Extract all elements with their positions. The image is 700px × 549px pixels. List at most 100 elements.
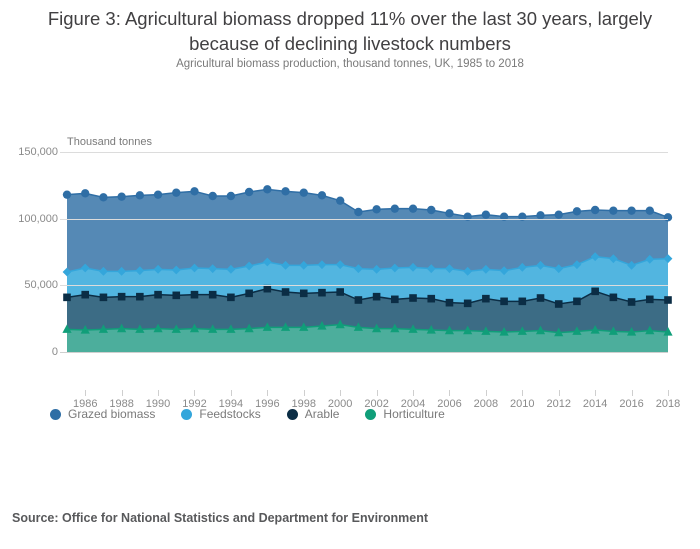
legend-swatch-icon <box>181 408 193 420</box>
data-point-marker <box>136 292 144 301</box>
y-axis-note: Thousand tonnes <box>67 136 153 148</box>
data-point-marker <box>536 294 545 302</box>
gridline <box>60 152 668 153</box>
data-point-marker <box>299 188 308 197</box>
data-point-marker <box>317 260 327 270</box>
data-point-marker <box>172 291 181 300</box>
data-point-marker <box>318 288 326 297</box>
data-point-marker <box>608 326 618 335</box>
legend-item-feedstocks[interactable]: Feedstocks <box>181 407 261 421</box>
data-point-marker <box>500 297 508 306</box>
series-line-arable <box>66 287 669 305</box>
data-point-marker <box>226 191 236 201</box>
x-axis-tick-label: 2000 <box>327 398 353 410</box>
x-axis-tick-mark <box>158 390 160 396</box>
data-point-marker <box>518 297 527 306</box>
data-point-marker <box>135 191 145 200</box>
data-point-marker <box>626 327 637 336</box>
chart-legend: Grazed biomass Feedstocks Arable Horticultu… <box>50 407 471 421</box>
data-point-marker <box>280 322 291 331</box>
x-axis-tick-label: 1990 <box>145 398 171 410</box>
x-axis-tick-mark <box>85 390 87 396</box>
data-point-marker <box>663 213 673 222</box>
data-point-marker <box>80 263 90 273</box>
x-axis-tick-label: 1996 <box>255 398 280 410</box>
data-point-marker <box>591 287 599 296</box>
data-point-marker <box>154 290 162 299</box>
data-point-marker <box>117 266 127 276</box>
data-point-marker <box>463 299 472 308</box>
data-point-marker <box>81 189 90 198</box>
x-axis-tick-mark <box>413 390 415 396</box>
data-point-marker <box>554 264 564 274</box>
data-point-marker <box>590 325 600 334</box>
legend-label: Horticulture <box>383 407 445 421</box>
data-point-marker <box>98 324 109 333</box>
x-axis-tick-label: 1986 <box>72 398 98 410</box>
data-point-marker <box>190 187 199 196</box>
x-axis-tick-mark <box>668 390 669 396</box>
data-point-marker <box>354 296 363 304</box>
x-axis-tick-mark <box>449 390 451 396</box>
footer-divider <box>0 472 700 473</box>
data-point-marker <box>153 264 163 274</box>
data-point-marker <box>135 266 145 276</box>
legend-item-arable[interactable]: Arable <box>286 407 340 421</box>
data-point-marker <box>244 187 254 197</box>
data-point-marker <box>190 290 199 299</box>
data-point-marker <box>372 292 381 301</box>
x-axis-tick-mark <box>522 390 524 396</box>
data-point-marker <box>171 324 181 333</box>
x-axis-tick-mark <box>485 390 487 396</box>
data-point-marker <box>664 296 672 304</box>
legend-label: Arable <box>304 407 340 421</box>
data-point-marker <box>554 210 563 219</box>
data-point-marker <box>226 264 236 274</box>
legend-item-grazed-biomass[interactable]: Grazed biomass <box>50 407 155 421</box>
x-axis-tick-mark <box>558 390 560 396</box>
data-point-marker <box>390 323 400 333</box>
data-point-marker <box>208 290 217 299</box>
data-point-marker <box>445 209 454 218</box>
data-point-marker <box>663 254 673 264</box>
data-point-marker <box>390 204 400 213</box>
legend-swatch-icon <box>365 408 377 420</box>
legend-swatch-icon <box>286 408 298 420</box>
data-point-marker <box>390 263 400 273</box>
data-point-marker <box>299 322 309 331</box>
source-note: Source: Office for National Statistics a… <box>12 511 429 525</box>
data-point-marker <box>499 327 509 336</box>
data-point-marker <box>427 294 436 303</box>
data-point-marker <box>208 324 218 333</box>
gridline <box>60 352 668 353</box>
data-point-marker <box>463 325 473 335</box>
data-point-marker <box>353 322 363 331</box>
data-point-marker <box>135 324 145 333</box>
data-point-marker <box>99 193 108 202</box>
data-point-marker <box>99 293 108 302</box>
x-axis-tick-label: 1992 <box>182 398 207 410</box>
legend-label: Feedstocks <box>199 407 261 421</box>
x-axis-tick-mark <box>340 390 342 396</box>
legend-item-horticulture[interactable]: Horticulture <box>365 407 445 421</box>
data-point-marker <box>645 206 654 215</box>
data-point-marker <box>427 205 436 215</box>
x-axis-tick-mark <box>595 390 597 396</box>
data-point-marker <box>627 206 636 215</box>
x-axis-tick-label: 2002 <box>364 398 389 410</box>
data-point-marker <box>554 327 564 337</box>
data-point-marker <box>517 262 527 272</box>
data-point-marker <box>153 190 163 199</box>
x-axis-tick-label: 2012 <box>546 398 571 410</box>
data-point-marker <box>572 207 582 216</box>
data-point-marker <box>445 264 454 274</box>
data-point-marker <box>281 260 290 270</box>
data-point-marker <box>63 293 71 302</box>
data-point-marker <box>244 323 254 333</box>
plot-area: Thousand tonnes 0 50,000 100,000 150,000 <box>0 110 700 390</box>
data-point-marker <box>62 324 72 333</box>
data-point-marker <box>517 326 527 335</box>
y-axis-tick-label: 50,000 <box>24 279 58 292</box>
data-point-marker <box>445 298 454 307</box>
